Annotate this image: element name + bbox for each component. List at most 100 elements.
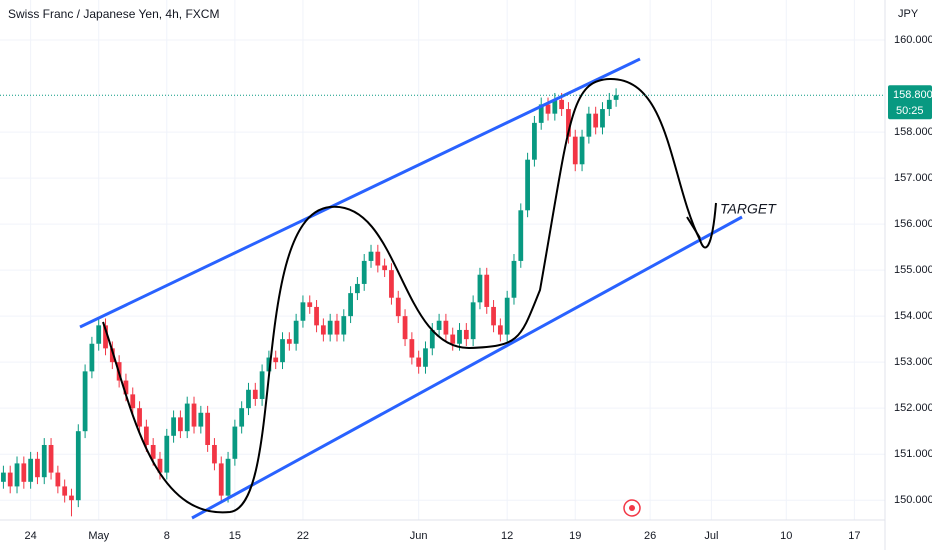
candle-body: [538, 104, 544, 123]
countdown: 50:25: [896, 105, 924, 117]
x-tick-label: 17: [848, 530, 860, 542]
y-tick-label: 150.000: [894, 494, 932, 506]
candle-body: [416, 357, 422, 367]
candle-body: [55, 472, 61, 487]
projection-stroke: [686, 216, 701, 239]
candle-body: [273, 357, 279, 363]
candle-body: [314, 306, 319, 326]
candle-body: [613, 95, 619, 100]
candles: [1, 88, 619, 517]
candle-body: [327, 320, 333, 335]
candle-body: [123, 380, 129, 395]
upper-trend-line: [79, 57, 641, 329]
y-tick-label: 152.000: [894, 402, 932, 414]
candle-body: [300, 302, 306, 321]
candle-body: [198, 412, 204, 427]
candle-body: [320, 325, 326, 335]
candle-body: [14, 463, 20, 487]
candle-body: [280, 339, 285, 363]
x-tick-label: 12: [501, 530, 513, 542]
candle-body: [368, 251, 374, 261]
event-icon-dot: [629, 505, 635, 511]
candle-body: [545, 104, 551, 114]
x-tick-label: 22: [297, 530, 309, 542]
candle-body: [436, 320, 442, 330]
candle-body: [532, 122, 537, 160]
candle-body: [191, 403, 197, 427]
candle-body: [293, 320, 299, 344]
candle-body: [457, 329, 462, 344]
candle-body: [443, 320, 449, 335]
candle-body: [586, 113, 592, 137]
candle-body: [504, 297, 510, 335]
candle-body: [212, 444, 217, 464]
candle-body: [477, 274, 483, 303]
candle-body: [35, 458, 40, 478]
candle-body: [130, 394, 136, 409]
y-tick-label: 155.000: [894, 264, 932, 276]
candle-body: [355, 283, 360, 294]
candle-body: [157, 458, 163, 473]
candle-body: [184, 403, 190, 432]
x-tick-label: Jul: [704, 530, 718, 542]
candle-body: [259, 371, 265, 399]
candle-body: [205, 412, 211, 445]
y-tick-label: 158.000: [894, 126, 932, 138]
currency: JPY: [898, 8, 919, 20]
candle-body: [48, 444, 54, 473]
candle-body: [606, 99, 612, 110]
x-tick-label: Jun: [410, 530, 428, 542]
x-tick-label: 26: [644, 530, 656, 542]
candle-body: [109, 348, 115, 363]
x-tick-label: 19: [569, 530, 581, 542]
candle-body: [361, 260, 367, 284]
price-tag-label: 158.800: [893, 89, 932, 101]
x-tick-label: May: [88, 530, 109, 542]
candle-body: [218, 463, 224, 496]
candle-body: [225, 458, 231, 496]
annotation: TARGET: [720, 201, 777, 217]
candle-body: [7, 472, 13, 487]
candle-body: [62, 486, 68, 496]
chart-title: Swiss Franc / Japanese Yen, 4h, FXCM: [8, 7, 219, 21]
candle-body: [103, 325, 108, 349]
candle-body: [171, 417, 176, 436]
lower-trend-line: [191, 215, 743, 520]
candle-body: [559, 99, 565, 110]
candle-body: [579, 136, 585, 165]
candle-body: [450, 334, 456, 344]
candle-body: [96, 325, 102, 344]
candle-body: [82, 371, 88, 432]
candle-body: [307, 302, 313, 307]
candle-body: [89, 343, 95, 372]
y-tick-label: 154.000: [894, 310, 932, 322]
candle-body: [491, 306, 496, 326]
candle-body: [484, 274, 490, 307]
candle-body: [143, 426, 149, 445]
x-tick-label: 24: [25, 530, 37, 542]
candle-body: [382, 265, 388, 271]
candle-body: [341, 316, 347, 335]
candle-body: [572, 136, 578, 165]
candle-body: [518, 210, 524, 261]
candle-body: [375, 251, 381, 266]
x-tick-label: 8: [164, 530, 170, 542]
candle-body: [566, 109, 571, 137]
candle-body: [525, 159, 530, 211]
candle-body: [497, 325, 503, 335]
candle-body: [164, 435, 170, 473]
candle-body: [593, 113, 599, 128]
y-tick-label: 157.000: [894, 172, 932, 184]
candle-body: [75, 431, 81, 501]
y-tick-label: 160.000: [894, 34, 932, 46]
candle-body: [178, 417, 183, 432]
y-tick-label: 151.000: [894, 448, 932, 460]
candle-body: [511, 260, 517, 298]
candle-body: [28, 458, 34, 482]
candle-body: [470, 302, 476, 340]
candle-body: [429, 329, 435, 349]
candle-body: [552, 99, 558, 114]
candle-body: [41, 444, 47, 478]
price-tag: [888, 85, 932, 120]
